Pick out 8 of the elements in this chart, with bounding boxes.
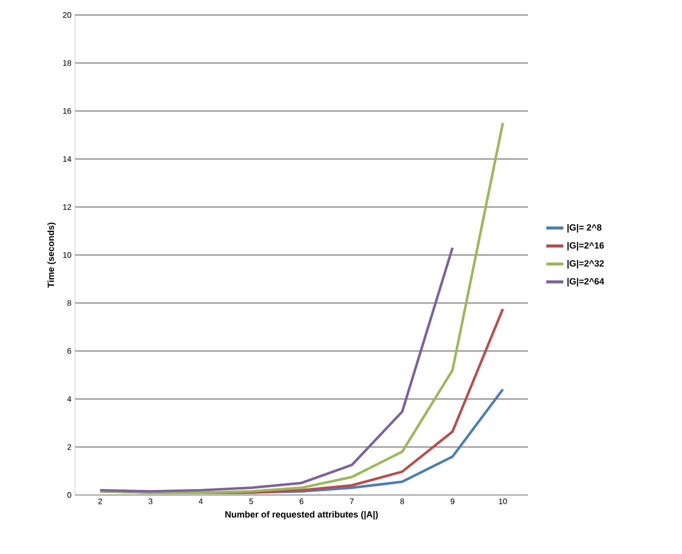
legend-label: |G|= 2^8 bbox=[567, 224, 602, 233]
line-series bbox=[98, 122, 504, 494]
legend-label: |G|=2^32 bbox=[567, 260, 604, 268]
legend-label: |G|=2^16 bbox=[567, 242, 604, 251]
line-series bbox=[98, 246, 454, 493]
legend-label: |G|=2^64 bbox=[567, 278, 604, 286]
x-axis-title: Number of requested attributes (|A|) bbox=[225, 510, 378, 520]
y-axis-title: Time (seconds) bbox=[47, 222, 56, 288]
